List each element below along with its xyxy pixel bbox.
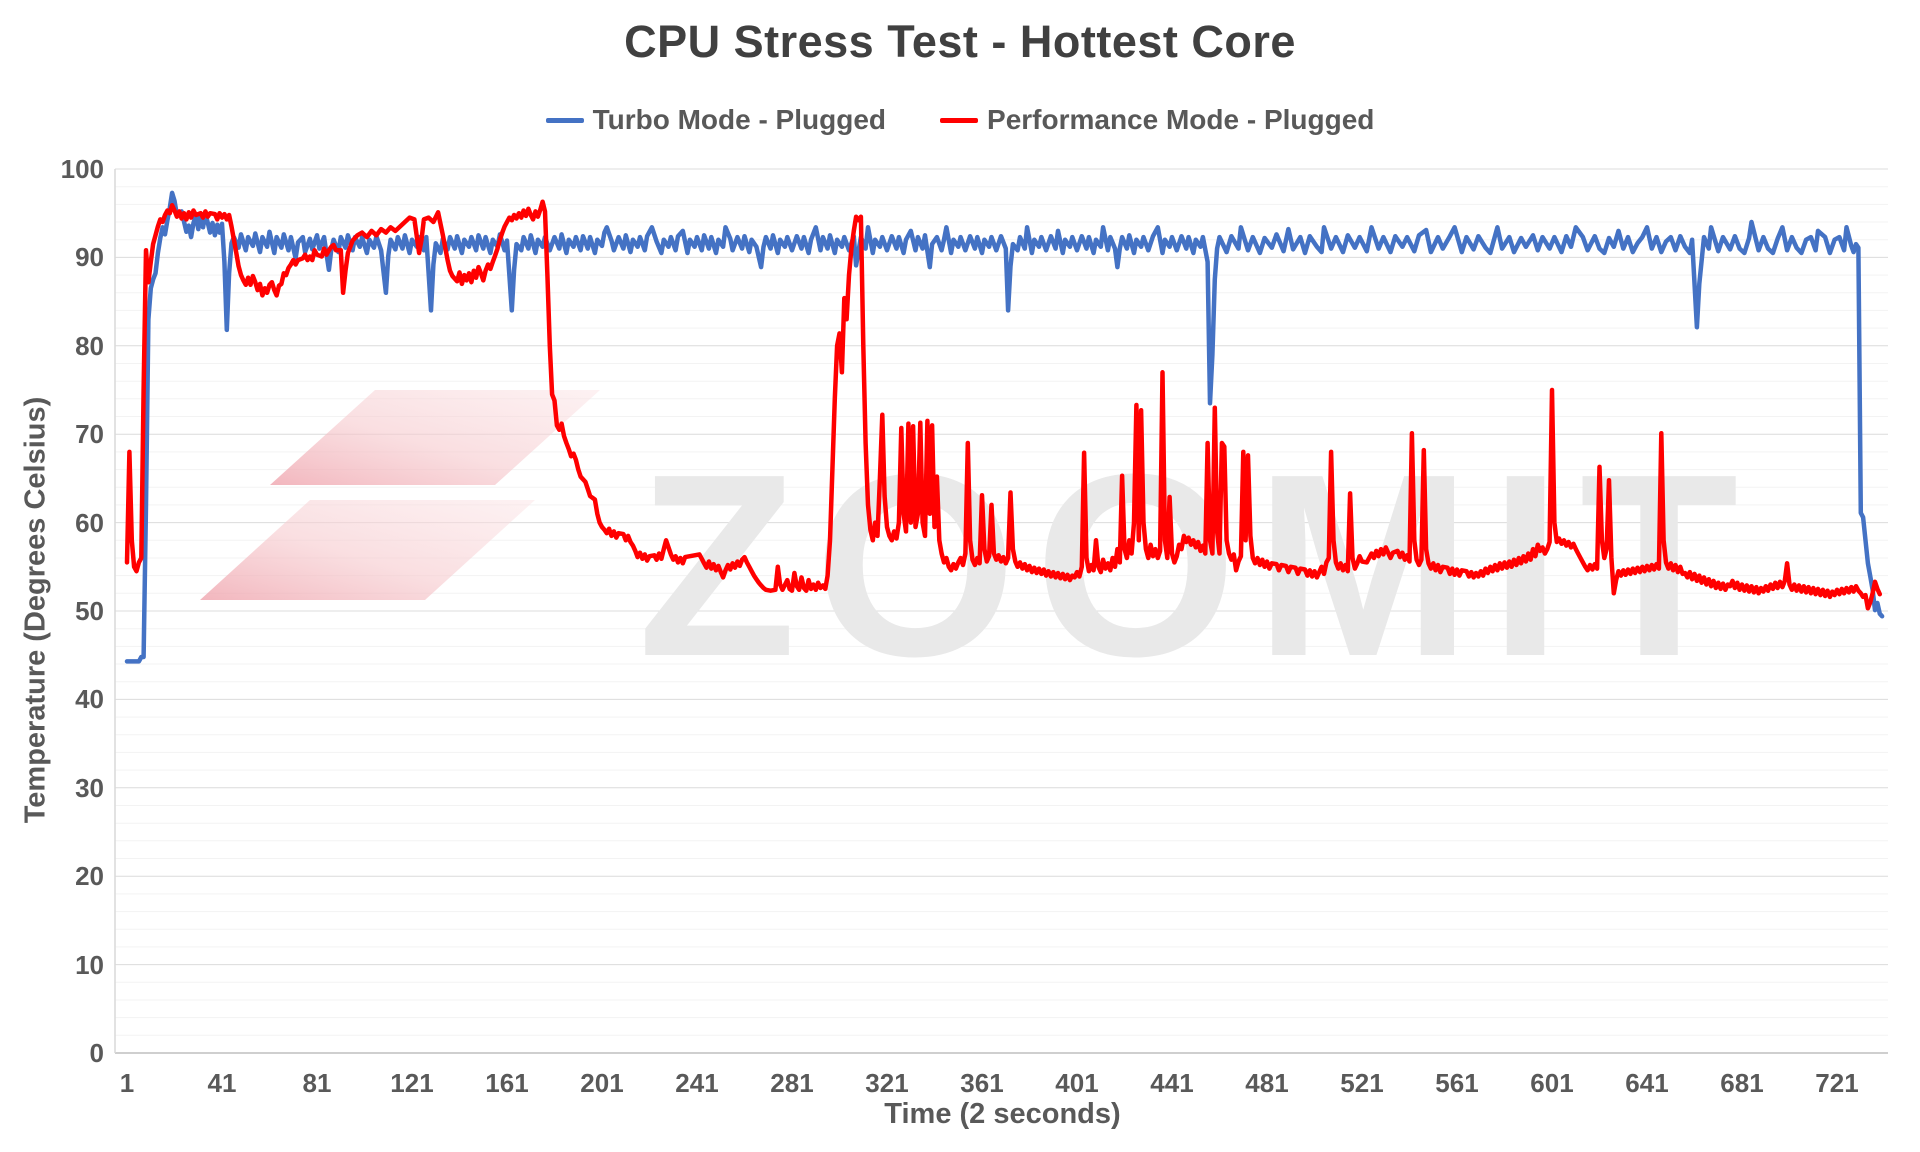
x-tick-label: 1: [119, 1068, 135, 1098]
y-tick-label: 50: [75, 596, 104, 626]
series-line-turbo: [124, 190, 1885, 664]
x-tick-label: 241: [675, 1068, 719, 1098]
legend-line-swatch-turbo: [545, 117, 584, 123]
x-tick-label: 681: [1720, 1068, 1764, 1098]
x-tick-label: 41: [207, 1068, 237, 1098]
x-tick-label: 161: [485, 1068, 529, 1098]
x-tick-label: 321: [865, 1068, 909, 1098]
zoomit-logo-top-shape: [270, 390, 600, 485]
y-tick-label: 10: [75, 949, 104, 980]
legend-line-swatch-performance: [940, 117, 979, 123]
x-tick-label: 641: [1625, 1068, 1669, 1098]
zoomit-logo-bottom-shape: [200, 500, 535, 600]
x-tick-label: 401: [1055, 1068, 1099, 1098]
legend-item-turbo: Turbo Mode - Plugged: [545, 104, 887, 136]
y-tick-label: 20: [75, 861, 104, 892]
legend: Turbo Mode - Plugged Performance Mode - …: [0, 104, 1920, 136]
x-tick-label: 361: [960, 1068, 1004, 1098]
y-tick-label: 80: [75, 330, 104, 361]
x-tick-label: 121: [390, 1068, 434, 1098]
y-tick-label: 60: [75, 507, 104, 538]
x-axis-title: Time (2 seconds): [884, 1098, 1121, 1130]
x-tick-label: 201: [580, 1068, 624, 1098]
chart-title: CPU Stress Test - Hottest Core: [624, 16, 1296, 67]
x-tick-label: 721: [1815, 1068, 1859, 1098]
series-layer: [124, 190, 1885, 664]
x-tick-label: 481: [1245, 1068, 1289, 1098]
y-tick-label: 0: [89, 1038, 104, 1068]
legend-item-performance: Performance Mode - Plugged: [940, 104, 1374, 136]
x-tick-label: 561: [1435, 1068, 1479, 1098]
y-tick-label: 30: [75, 772, 104, 803]
series-line-performance: [124, 199, 1883, 611]
x-tick-label: 281: [770, 1068, 814, 1098]
x-tick-label: 601: [1530, 1068, 1574, 1098]
y-tick-label: 100: [60, 154, 104, 184]
x-tick-label: 521: [1340, 1068, 1384, 1098]
x-tick-label: 81: [302, 1068, 332, 1098]
y-tick-label: 40: [75, 684, 104, 715]
y-tick-label: 70: [75, 419, 104, 450]
y-tick-label: 90: [75, 242, 104, 273]
legend-label-performance: Performance Mode - Plugged: [987, 104, 1375, 135]
legend-label-turbo: Turbo Mode - Plugged: [592, 104, 887, 135]
x-tick-label: 441: [1150, 1068, 1194, 1098]
